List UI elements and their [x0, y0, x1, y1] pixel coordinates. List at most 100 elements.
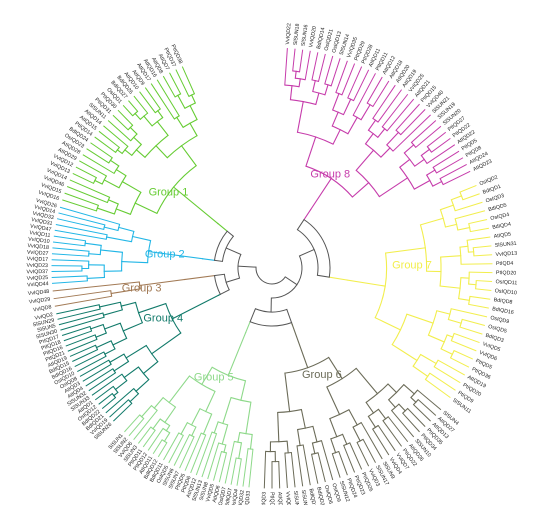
tree-branch — [124, 149, 133, 157]
tree-branch — [95, 340, 112, 349]
tree-branch — [179, 436, 195, 469]
tree-branch — [352, 69, 370, 102]
leaf-label: VvIQD13 — [495, 251, 517, 258]
tree-branch — [72, 349, 99, 362]
tree-branch — [202, 413, 213, 435]
tree-branch — [426, 131, 447, 148]
tree-branch — [387, 399, 397, 409]
tree-branch — [296, 445, 304, 487]
tree-branch — [175, 69, 190, 98]
tree-branch — [384, 247, 426, 254]
tree-branch — [244, 320, 251, 334]
tree-branch — [347, 66, 363, 99]
tree-branch — [90, 323, 104, 330]
tree-branch — [284, 276, 298, 286]
tree-branch — [415, 125, 442, 149]
leaf-label: PtIQD3 — [261, 492, 268, 505]
leaf-label: VvIQD2 — [34, 312, 53, 322]
tree-branch — [222, 396, 232, 425]
leaf-label: SlSUN27 — [292, 490, 300, 505]
tree-branch — [143, 115, 153, 127]
tree-branch — [137, 302, 167, 314]
tree-branch — [348, 409, 358, 426]
leaf-label: OsIQD9 — [490, 315, 510, 325]
tree-branch — [466, 236, 491, 241]
group-label-g8: Group 8 — [310, 169, 350, 181]
tree-branch — [157, 110, 164, 119]
tree-branch — [468, 283, 477, 286]
tree-branch — [102, 309, 123, 316]
tree-branch — [311, 453, 319, 484]
tree-branch — [95, 332, 108, 338]
leaf-label: BdIQD8 — [493, 297, 513, 306]
tree-branch — [190, 407, 201, 426]
tree-branch — [309, 177, 332, 211]
tree-branch — [109, 159, 120, 167]
tree-branch — [213, 273, 225, 277]
tree-branch — [371, 428, 390, 456]
tree-branch — [133, 409, 158, 440]
tree-branch — [364, 132, 374, 145]
tree-branch — [294, 70, 297, 79]
tree-branch — [103, 179, 120, 189]
leaf-label: AtIQD6 — [212, 485, 222, 503]
tree-branch — [77, 355, 107, 372]
tree-arc — [271, 255, 303, 299]
tree-branch — [91, 373, 123, 396]
tree-branch — [155, 145, 169, 159]
tree-branch — [432, 180, 443, 187]
tree-branch — [236, 458, 242, 486]
tree-branch — [107, 199, 119, 205]
tree-branch — [142, 429, 156, 448]
tree-branch — [79, 160, 108, 177]
tree-branch — [190, 94, 197, 104]
leaf-label: VvIQD1 — [284, 491, 291, 505]
tree-branch — [59, 206, 121, 225]
leaf-label: OsIQD21 — [324, 29, 335, 52]
tree-branch — [290, 451, 296, 488]
leaf-label: VvIQD33 — [32, 211, 54, 222]
tree-branch — [114, 379, 128, 391]
tree-branch — [189, 122, 198, 137]
leaf-label: VvIQD25 — [27, 275, 49, 282]
tree-branch — [341, 63, 356, 96]
tree-branch — [459, 184, 477, 193]
tree-branch — [180, 421, 189, 435]
tree-branch — [439, 285, 461, 289]
leaf-label: VvIQD20 — [308, 26, 318, 48]
tree-branch — [399, 158, 411, 169]
tree-branch — [238, 442, 243, 460]
tree-branch — [426, 144, 456, 165]
tree-branch — [75, 166, 97, 179]
tree-branch — [223, 444, 227, 453]
tree-branch — [63, 330, 93, 342]
tree-branch — [53, 290, 112, 300]
tree-branch — [168, 375, 191, 404]
tree-branch — [133, 95, 149, 114]
leaf-label: OsIQD7 — [218, 486, 228, 505]
tree-branch — [284, 372, 291, 413]
tree-branch — [217, 222, 228, 232]
tree-branch — [341, 433, 348, 445]
tree-branch — [331, 92, 340, 111]
tree-branch — [173, 433, 191, 466]
tree-branch — [435, 157, 464, 174]
tree-branch — [103, 322, 121, 330]
tree-branch — [378, 177, 409, 198]
tree-branch — [230, 457, 237, 485]
tree-branch — [117, 109, 134, 126]
tree-branch — [96, 207, 116, 215]
tree-branch — [101, 396, 117, 410]
tree-branch — [395, 103, 420, 131]
tree-branch — [312, 79, 316, 93]
tree-branch — [242, 448, 249, 487]
tree-branch — [392, 114, 431, 152]
leaf-label: VvIQD27 — [27, 250, 49, 257]
tree-branch — [98, 130, 121, 149]
tree-branch — [116, 149, 123, 155]
tree-branch — [110, 288, 141, 295]
tree-branch — [165, 424, 171, 432]
tree-branch — [137, 426, 152, 444]
tree-branch — [377, 424, 396, 452]
tree-branch — [292, 48, 296, 72]
